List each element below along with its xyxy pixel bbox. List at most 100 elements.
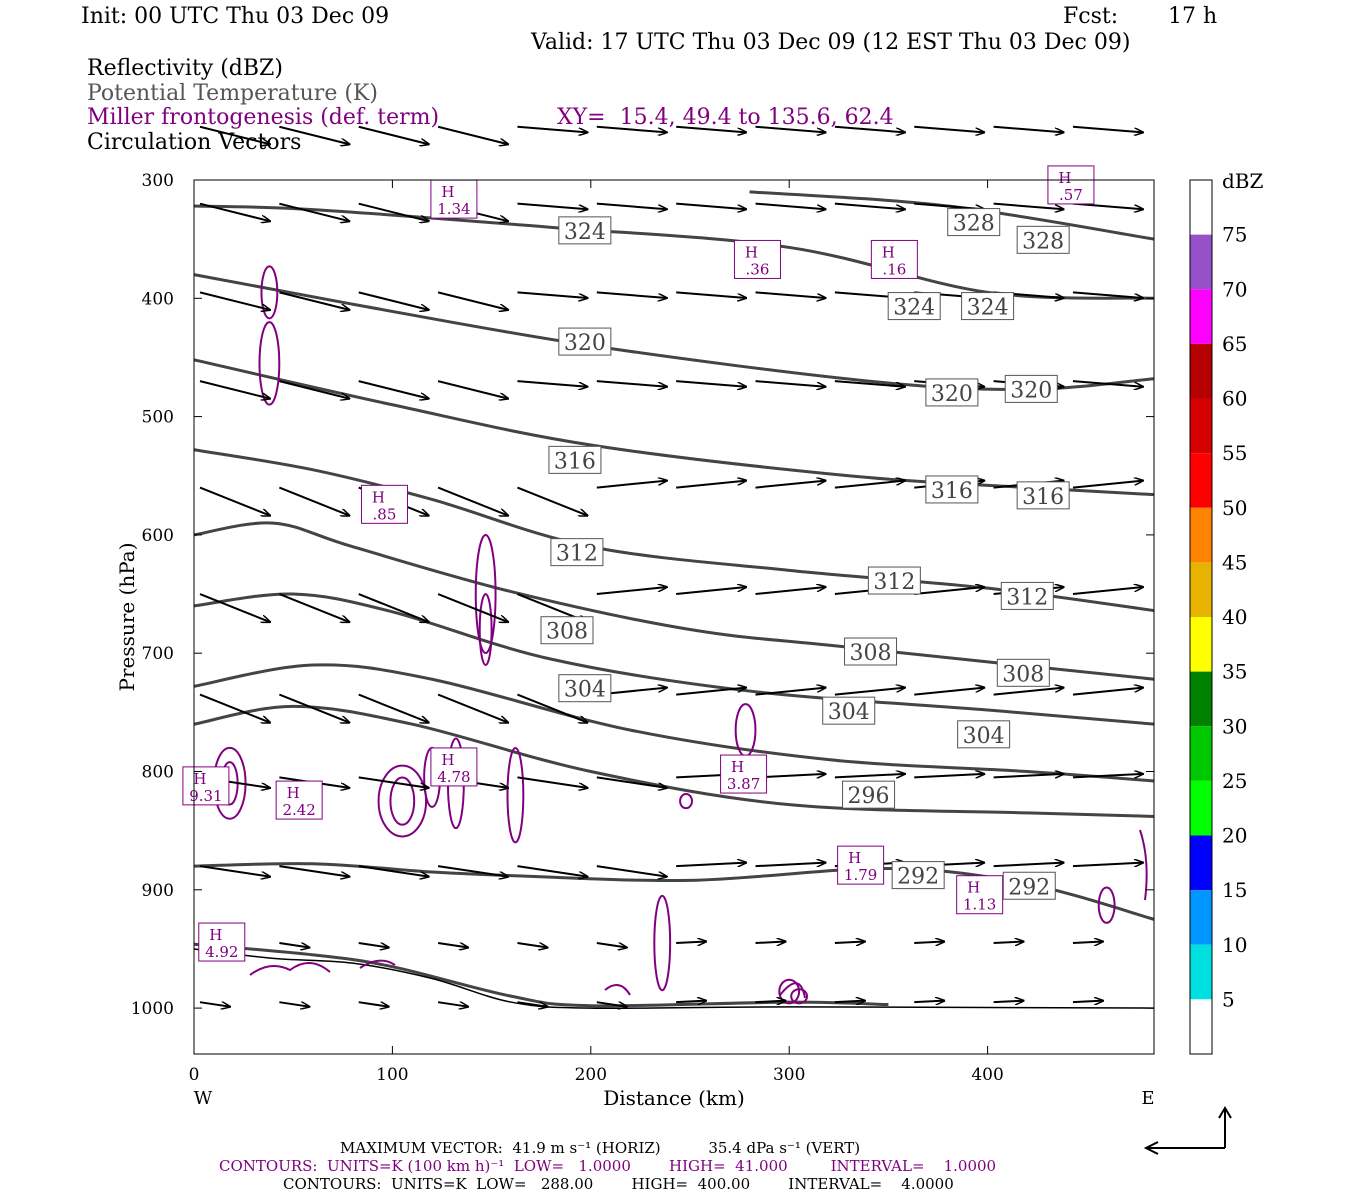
theta-label-box-8	[1004, 374, 1058, 403]
vector-9-4	[517, 942, 547, 948]
theta-label-box-17	[558, 674, 612, 703]
ytick-label-7: 1000	[131, 999, 174, 1019]
high-box-0	[430, 179, 478, 219]
high-value-11: 4.92	[205, 943, 238, 961]
theta-contour-304	[193, 592, 1155, 726]
vector-7-7	[755, 774, 826, 779]
vector-6-2	[358, 693, 429, 723]
terrain-line	[193, 948, 1155, 1010]
vector-5-5	[596, 587, 667, 596]
field-potential-temperature: Potential Temperature (K)	[87, 81, 378, 106]
theta-contour-288	[193, 942, 889, 1008]
vector-9-6	[676, 942, 706, 944]
colorbar-swatch-9	[1190, 671, 1212, 727]
high-value-10: 1.13	[963, 896, 996, 914]
colorbar-swatch-1	[1190, 234, 1212, 290]
theta-label-box-12	[867, 566, 921, 595]
ytick-label-4: 700	[142, 644, 174, 664]
vector-6-0	[199, 693, 270, 723]
vector-6-8	[834, 688, 905, 696]
vector-4-3	[437, 486, 508, 516]
frontogenesis-contour-13	[1097, 886, 1116, 924]
y-axis-title: Pressure (hPa)	[115, 543, 139, 692]
colorbar-label-12: 65	[1222, 332, 1247, 356]
high-box-9	[837, 845, 885, 885]
theta-label-8: 320	[1010, 378, 1052, 403]
colorbar-swatch-4	[1190, 398, 1212, 454]
ytick-label-5: 800	[142, 763, 174, 783]
frontogenesis-contour-6	[389, 776, 416, 826]
vector-8-6	[676, 863, 746, 868]
vector-3-1	[279, 380, 349, 399]
colorbar-swatch-10	[1190, 726, 1212, 781]
vector-1-7	[755, 202, 826, 210]
high-value-8: 2.42	[282, 801, 315, 819]
vector-4-5	[596, 481, 667, 489]
theta-label-box-19	[957, 720, 1011, 749]
contour-labels: 324 328 328 320 324 324 316 320 320 316 316 312 312 3…	[182, 165, 1095, 962]
vector-0-0	[199, 125, 270, 145]
xtick-label-2: 200	[575, 1065, 607, 1085]
reference-vector-arrow	[1143, 1106, 1232, 1155]
vector-1-11	[1072, 202, 1143, 210]
vector-9-11	[1072, 942, 1103, 944]
vector-7-4	[517, 776, 587, 788]
colorbar: dBZ 5 10 15 20 25 30 35 40 45 50 55 60 65 70 75	[1189, 169, 1264, 1055]
vector-1-8	[834, 202, 905, 210]
ytick-label-6: 900	[142, 881, 174, 901]
vector-0-10	[993, 125, 1064, 133]
valid-time: Valid: 17 UTC Thu 03 Dec 09 (12 EST Thu …	[531, 30, 1131, 55]
vector-9-5	[596, 942, 627, 948]
colorbar-label-5: 30	[1222, 714, 1247, 738]
theta-contour-324	[193, 204, 1155, 300]
xtick-label-1: 100	[376, 1065, 408, 1085]
theta-label-box-5	[961, 292, 1015, 321]
vector-10-8	[834, 1001, 865, 1003]
high-marker-9: H	[848, 849, 861, 867]
vector-9-7	[755, 942, 786, 944]
vector-0-9	[914, 125, 984, 133]
high-marker-2: H	[882, 243, 895, 261]
high-marker-1: H	[745, 243, 758, 261]
reference-vector-icon	[1143, 1106, 1232, 1155]
theta-label-box-0	[558, 216, 612, 245]
theta-label-7: 320	[931, 382, 973, 407]
theta-contour-300	[193, 663, 1155, 783]
xtick-label-3: 300	[773, 1065, 805, 1085]
frontogenesis-contour-12	[653, 894, 672, 992]
colorbar-title: dBZ	[1222, 169, 1264, 193]
vector-4-8	[834, 481, 905, 489]
colorbar-label-0: 5	[1222, 987, 1235, 1011]
vector-0-4	[517, 125, 587, 133]
vector-9-1	[279, 942, 309, 948]
colorbar-swatch-12	[1190, 835, 1212, 891]
high-value-9: 1.79	[844, 866, 877, 884]
vector-4-7	[755, 481, 826, 489]
vector-2-3	[437, 291, 508, 310]
high-marker-5: H	[441, 751, 454, 769]
vector-5-11	[1072, 587, 1143, 596]
ytick-label-1: 400	[142, 289, 174, 309]
contours-frontogenesis-note: CONTOURS: UNITS=K (100 km h)⁻¹ LOW= 1.00…	[219, 1157, 997, 1175]
theta-label-box-6	[548, 445, 602, 474]
theta-label-6: 316	[554, 449, 596, 474]
vector-2-1	[279, 291, 349, 310]
vector-3-4	[517, 380, 587, 387]
vector-8-1	[279, 865, 349, 877]
vector-6-10	[993, 688, 1064, 696]
frontogenesis-contour-2	[474, 534, 497, 655]
vector-5-2	[358, 593, 429, 622]
theta-label-box-4	[887, 292, 941, 321]
vector-1-1	[279, 202, 349, 222]
colorbar-label-2: 15	[1222, 878, 1247, 902]
vector-4-6	[676, 481, 746, 489]
vector-2-2	[358, 291, 429, 310]
vector-7-10	[993, 774, 1064, 779]
vector-10-6	[676, 1001, 706, 1003]
theta-label-4: 324	[893, 296, 935, 321]
xtick-label-4: 400	[971, 1065, 1003, 1085]
colorbar-label-9: 50	[1222, 496, 1247, 520]
vector-6-6	[676, 688, 746, 696]
circulation-vectors	[199, 125, 1143, 1007]
vector-7-2	[358, 776, 429, 788]
